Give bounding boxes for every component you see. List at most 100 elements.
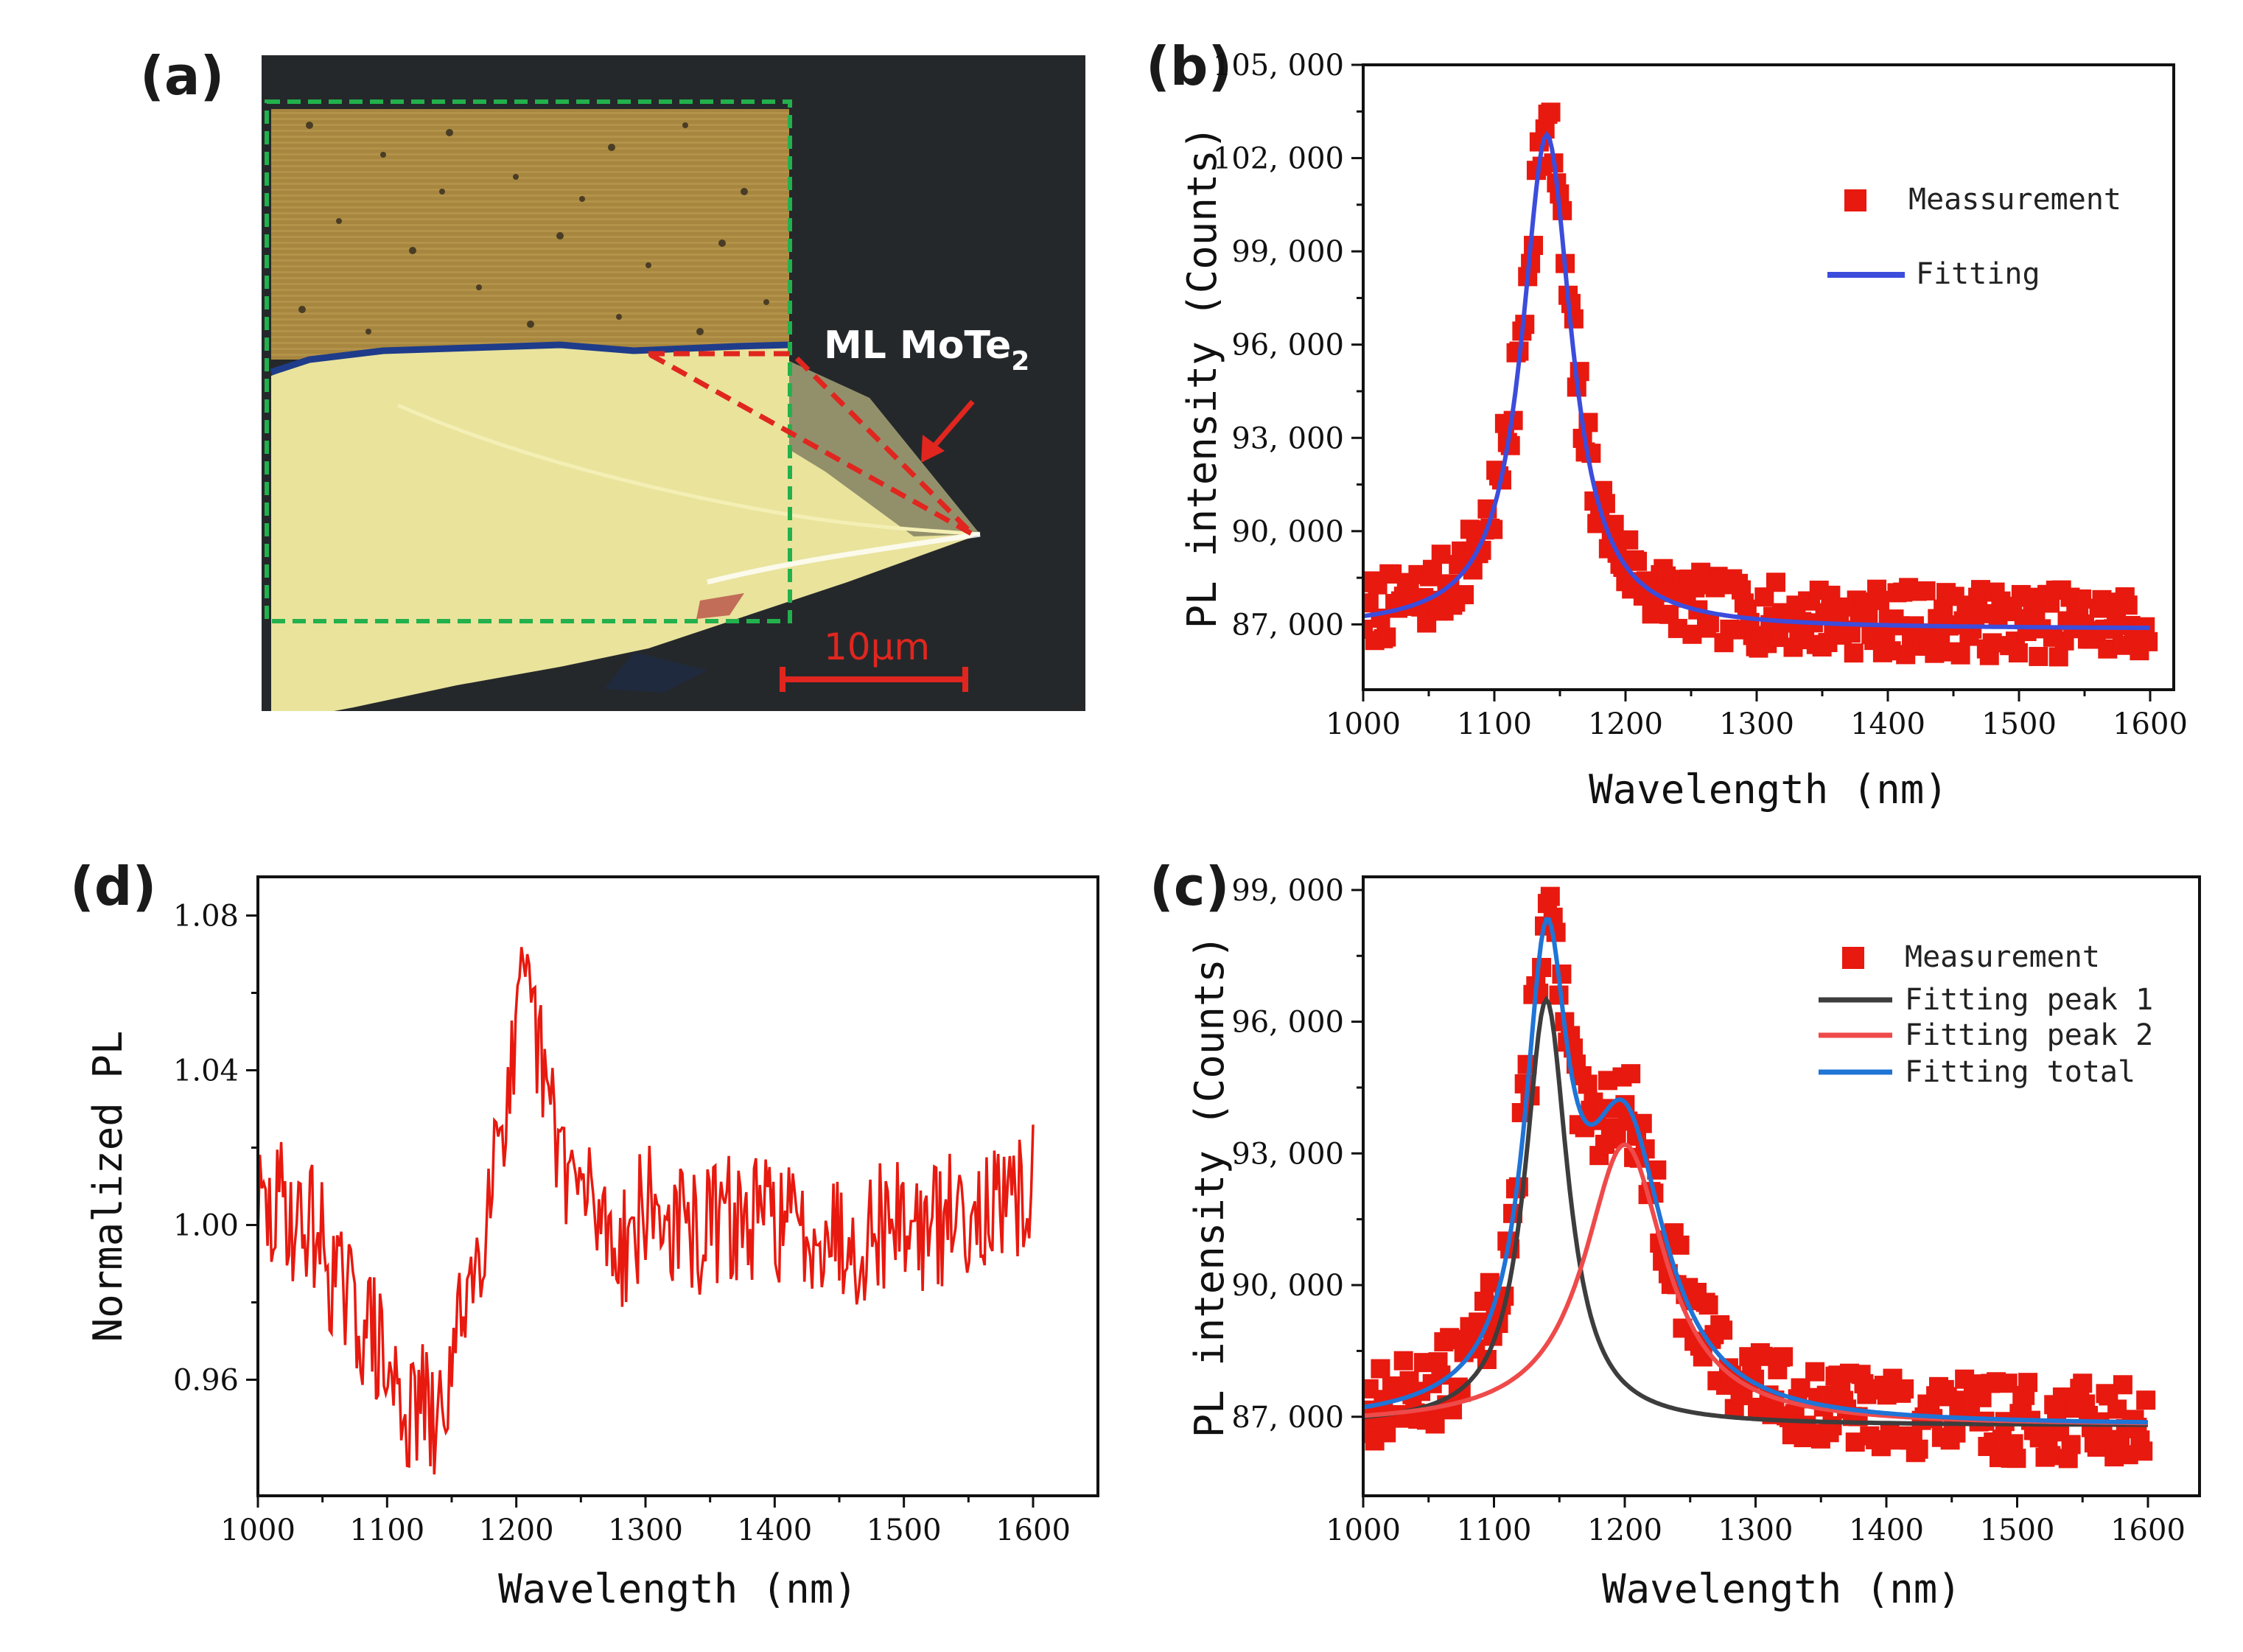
panel-a: (a) <box>140 45 1085 711</box>
flake-edge <box>270 341 790 376</box>
legend-label-peak1-c: Fitting peak 1 <box>1905 983 2153 1017</box>
scale-bar-label: 10μm <box>824 626 930 668</box>
data-point <box>1628 551 1648 571</box>
fit-line-fitting-peak-1 <box>1363 995 2148 1427</box>
data-point <box>1699 613 1719 633</box>
x-tick-label-d: 1500 <box>867 1513 942 1547</box>
data-point <box>2018 1373 2038 1393</box>
scale-bar <box>780 667 968 692</box>
x-tick-label-b: 1000 <box>1326 707 1401 741</box>
y-tick-label-d: 1.08 <box>173 900 239 934</box>
panel-label-a: (a) <box>140 45 224 107</box>
data-point <box>1774 1347 1794 1367</box>
y-axis-label-c: PL intensity (Counts) <box>1186 935 1233 1438</box>
y-axis-label-d: Normalized PL <box>85 1031 131 1343</box>
data-point <box>2041 1446 2061 1466</box>
x-tick-label-b: 1200 <box>1588 707 1663 741</box>
x-tick-label-c: 1200 <box>1587 1513 1662 1547</box>
micrograph: ML MoTe2 10μm <box>262 55 1085 711</box>
y-axis-label-b: PL intensity (Counts) <box>1179 126 1225 629</box>
x-axis-label-d: Wavelength (nm) <box>498 1566 858 1612</box>
x-tick-label-c: 1300 <box>1718 1513 1794 1547</box>
x-tick-label-c: 1000 <box>1326 1513 1401 1547</box>
data-point <box>1822 1415 1842 1435</box>
legend-label-fitting-b: Fitting <box>1916 257 2040 291</box>
legend-label-total-c: Fitting total <box>1905 1055 2135 1089</box>
data-point <box>1791 1378 1810 1398</box>
x-tick-label-c: 1500 <box>1980 1513 2055 1547</box>
x-tick-label-c: 1600 <box>2110 1513 2186 1547</box>
flake-bright-edge <box>707 531 981 585</box>
data-point <box>1455 585 1474 605</box>
data-point <box>1564 309 1584 329</box>
data-point <box>2008 643 2028 663</box>
x-tick-label-d: 1200 <box>479 1513 554 1547</box>
legend-label-measurement-b: Meassurement <box>1908 183 2121 217</box>
y-tick-label-c: 96, 000 <box>1231 1006 1344 1040</box>
data-point <box>1541 102 1561 122</box>
data-point <box>2113 1375 2132 1395</box>
x-tick-label-d: 1400 <box>737 1513 812 1547</box>
data-point <box>1371 1359 1390 1379</box>
x-tick-label-b: 1300 <box>1719 707 1794 741</box>
monolayer-annotation: ML MoTe2 <box>824 323 1029 377</box>
data-point <box>2138 631 2158 651</box>
x-tick-label-b: 1100 <box>1457 707 1532 741</box>
data-point <box>1363 593 1379 613</box>
data-point <box>1946 1423 1966 1443</box>
x-tick-label-d: 1100 <box>349 1513 424 1547</box>
flake-red-spot <box>696 593 744 619</box>
plot-area-c <box>1363 886 2156 1469</box>
y-tick-label-c: 87, 000 <box>1231 1401 1344 1435</box>
data-point <box>2118 595 2138 615</box>
data-point <box>1998 1373 2018 1393</box>
plot-frame-c <box>1362 875 2201 1497</box>
x-tick-label-b: 1600 <box>2113 707 2188 741</box>
data-point <box>1844 643 1864 663</box>
y-tick-label-b: 99, 000 <box>1231 235 1344 269</box>
legend-c: Measurement Fitting peak 1 Fitting peak … <box>1819 940 2153 1089</box>
data-point <box>2133 1441 2153 1461</box>
data-point <box>1532 958 1552 978</box>
chart-d: 1000 1100 1200 1300 1400 1500 1600 0.96 1.00 1.04… <box>173 900 1071 1548</box>
data-point <box>1916 581 1936 601</box>
data-point <box>1425 1414 1445 1434</box>
data-point <box>1908 1439 1928 1459</box>
data-point <box>1540 886 1560 906</box>
x-tick-label-d: 1300 <box>608 1513 683 1547</box>
x-axis-label-c: Wavelength (nm) <box>1602 1566 1962 1612</box>
fit-line-fitting-total <box>1363 917 2149 1425</box>
legend-label-peak2-c: Fitting peak 2 <box>1905 1018 2153 1052</box>
data-point <box>2072 589 2092 609</box>
x-tick-label-c: 1100 <box>1457 1513 1532 1547</box>
x-tick-label-b: 1400 <box>1850 707 1925 741</box>
x-axis-label-b: Wavelength (nm) <box>1589 766 1948 813</box>
chart-c: 1000 1100 1200 1300 1400 1500 1600 87, 000 90, 0… <box>1231 874 2186 1547</box>
data-point <box>1950 645 1970 665</box>
panel-label-b: (b) <box>1146 35 1232 97</box>
data-point <box>1474 1292 1494 1312</box>
y-tick-label-b: 105, 000 <box>1213 49 1344 83</box>
data-point <box>1670 1235 1690 1255</box>
data-point <box>1805 1362 1825 1382</box>
monolayer-outline-dashed <box>638 351 975 537</box>
data-point <box>2006 1449 2026 1469</box>
y-tick-label-d: 1.04 <box>173 1054 239 1088</box>
flake-fold-line <box>396 403 981 536</box>
data-point <box>1552 964 1572 984</box>
data-point <box>1578 1074 1598 1094</box>
data-point <box>2073 1373 2093 1393</box>
sample-outline-dashed <box>265 99 792 623</box>
panel-d: (d) 1000 1100 1200 1300 1400 1500 1600 0.96 1.00… <box>70 855 1099 1612</box>
data-point <box>1376 627 1396 647</box>
x-tick-label-d: 1600 <box>995 1513 1071 1547</box>
data-point <box>1642 604 1662 624</box>
data-point <box>1841 623 1861 643</box>
legend-marker-measurement-c <box>1842 947 1864 969</box>
y-tick-label-b: 90, 000 <box>1231 515 1344 549</box>
data-point <box>2048 647 2068 667</box>
data-point <box>1869 590 1889 610</box>
y-tick-label-c: 93, 000 <box>1231 1137 1344 1171</box>
data-point <box>1896 645 1916 665</box>
data-point <box>1982 633 2002 653</box>
